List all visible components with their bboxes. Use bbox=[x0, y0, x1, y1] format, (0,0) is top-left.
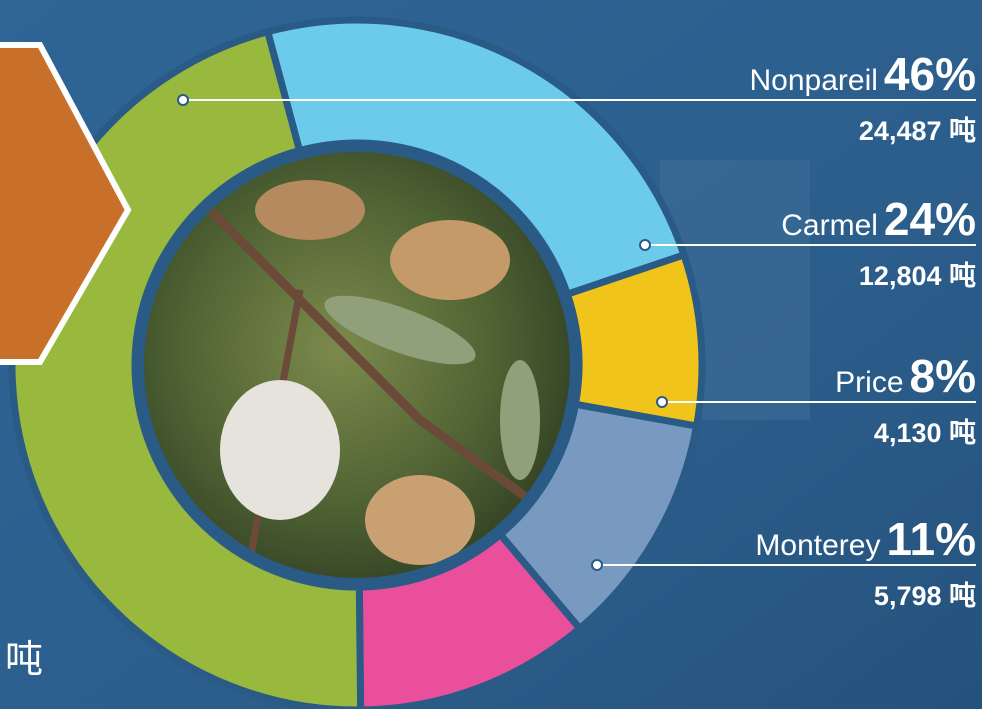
annotation: 吨 bbox=[5, 639, 43, 681]
leader-dot bbox=[177, 94, 189, 106]
almond bbox=[390, 220, 510, 300]
leader-dot bbox=[591, 559, 603, 571]
label: Monterey 11% bbox=[755, 513, 976, 565]
branch bbox=[196, 196, 533, 504]
category-label: Nonpareil bbox=[750, 64, 878, 97]
leaf bbox=[324, 295, 476, 365]
photo bbox=[144, 152, 570, 578]
almond bbox=[255, 180, 365, 240]
value-label: 11% bbox=[886, 513, 976, 565]
tonnage-label: 4,130 吨 bbox=[874, 418, 976, 448]
labels: Nonpareil 46% 24,487 吨 Carmel 24% 12,804 吨 Pri… bbox=[177, 48, 977, 611]
almond-hull bbox=[220, 380, 340, 520]
label: Price 8% bbox=[835, 350, 976, 402]
leader-dot bbox=[656, 396, 668, 408]
value-label: 24% bbox=[884, 193, 976, 245]
label: Carmel 24% bbox=[781, 193, 976, 245]
tonnage-label: 12,804 吨 bbox=[859, 261, 976, 291]
tonnage-label: 5,798 吨 bbox=[874, 581, 976, 611]
almond bbox=[365, 475, 475, 565]
value-label: 46% bbox=[884, 48, 976, 100]
leader-dot bbox=[639, 239, 651, 251]
category-label: Monterey bbox=[755, 529, 880, 562]
value-label: 8% bbox=[910, 350, 976, 402]
leaf bbox=[500, 360, 540, 480]
tonnage-label: 24,487 吨 bbox=[859, 116, 976, 146]
category-label: Carmel bbox=[781, 209, 878, 242]
label: Nonpareil 46% bbox=[750, 48, 977, 100]
arrow-shape bbox=[0, 42, 132, 365]
category-label: Price bbox=[835, 366, 903, 399]
